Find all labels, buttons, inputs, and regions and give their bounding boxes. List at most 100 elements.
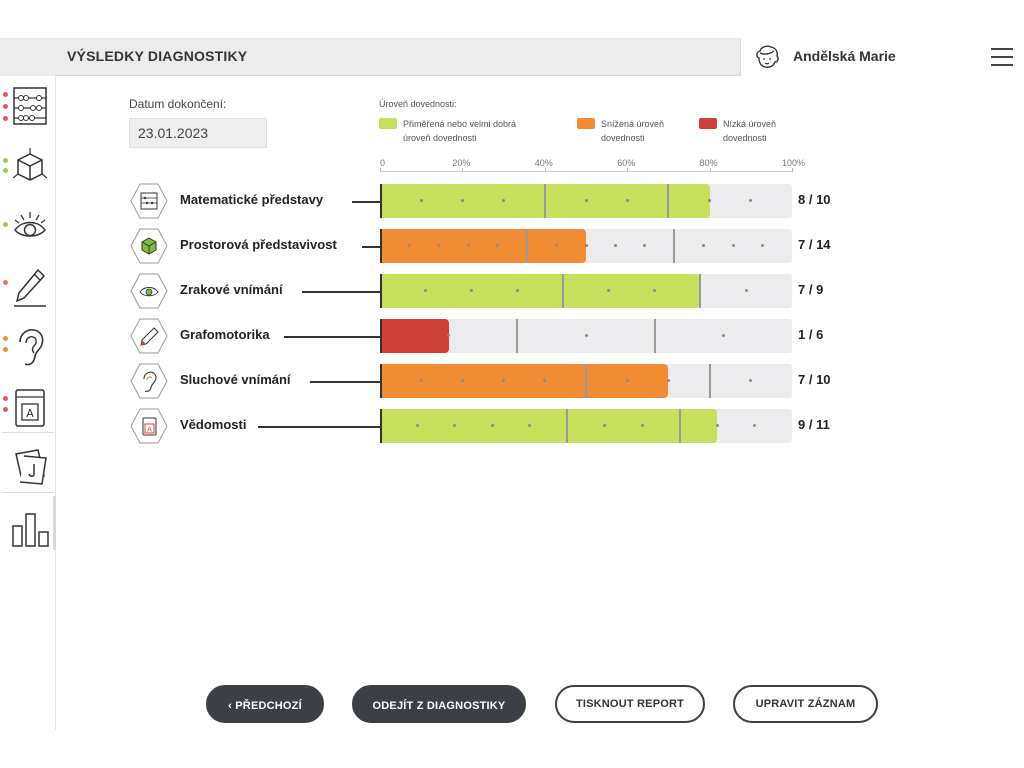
score-bar bbox=[380, 229, 586, 263]
score-track bbox=[380, 319, 792, 353]
question-dot bbox=[424, 289, 428, 292]
sidebar-divider bbox=[2, 492, 54, 493]
status-dot bbox=[3, 407, 8, 412]
status-dot bbox=[3, 396, 8, 401]
question-dot bbox=[407, 244, 411, 247]
x-tick-mark bbox=[792, 168, 793, 172]
status-dot bbox=[3, 222, 8, 227]
book-icon: A bbox=[130, 408, 168, 444]
page-title: VÝSLEDKY DIAGNOSTIKY bbox=[67, 48, 248, 64]
question-dot bbox=[607, 289, 611, 292]
status-dot bbox=[3, 158, 8, 163]
threshold-line bbox=[566, 409, 569, 443]
score-track bbox=[380, 184, 792, 218]
threshold-line bbox=[543, 184, 546, 218]
x-tick-label: 60% bbox=[617, 158, 636, 168]
sidebar-item-visual[interactable] bbox=[0, 200, 56, 252]
sidebar-scrollbar[interactable] bbox=[53, 496, 56, 550]
print-report-button[interactable]: TISKNOUT REPORT bbox=[555, 685, 705, 723]
question-dot bbox=[721, 334, 725, 337]
book-icon: A bbox=[15, 389, 45, 427]
x-tick-mark bbox=[627, 168, 629, 172]
question-dot bbox=[749, 379, 753, 382]
leader-line bbox=[310, 381, 380, 383]
question-dot bbox=[543, 379, 547, 382]
score-track bbox=[380, 409, 792, 443]
question-dot bbox=[666, 379, 670, 382]
skill-row[interactable]: Zrakové vnímání 7 / 9 bbox=[130, 272, 850, 310]
pencil-icon bbox=[130, 318, 168, 354]
threshold-line bbox=[516, 319, 519, 353]
score-track bbox=[380, 364, 792, 398]
ear-icon bbox=[19, 329, 44, 366]
status-dot bbox=[3, 92, 8, 97]
skill-row[interactable]: Grafomotorika 1 / 6 bbox=[130, 317, 850, 355]
sidebar-item-results[interactable] bbox=[0, 500, 56, 552]
threshold-line bbox=[585, 364, 587, 398]
threshold-line bbox=[673, 229, 676, 263]
question-dot bbox=[502, 379, 506, 382]
sidebar-item-graphomotor[interactable] bbox=[0, 260, 56, 312]
score-bar bbox=[380, 409, 717, 443]
threshold-line bbox=[526, 229, 529, 263]
skill-label: Sluchové vnímání bbox=[180, 372, 291, 387]
skill-row[interactable]: A Vědomosti 9 / 11 bbox=[130, 407, 850, 445]
bar-chart-icon bbox=[12, 513, 49, 547]
score-value: 7 / 14 bbox=[798, 237, 831, 252]
score-value: 7 / 9 bbox=[798, 282, 824, 297]
score-value: 8 / 10 bbox=[798, 192, 831, 207]
zero-line bbox=[380, 409, 382, 443]
question-dot bbox=[460, 199, 464, 202]
status-dot bbox=[3, 280, 8, 285]
question-dot bbox=[744, 289, 748, 292]
completion-date-field[interactable]: 23.01.2023 bbox=[129, 118, 267, 148]
sidebar: A bbox=[0, 76, 56, 730]
question-dot bbox=[466, 244, 470, 247]
cube-icon bbox=[12, 148, 48, 181]
question-dot bbox=[419, 379, 423, 382]
x-tick-mark bbox=[544, 168, 546, 172]
sidebar-item-auditory[interactable] bbox=[0, 320, 56, 372]
sidebar-item-math[interactable] bbox=[0, 80, 56, 132]
top-band bbox=[0, 0, 1024, 38]
x-tick-mark bbox=[462, 168, 464, 172]
skill-row[interactable]: Matematické představy 8 / 10 bbox=[130, 182, 850, 220]
sidebar-item-spatial[interactable] bbox=[0, 140, 56, 192]
eye-icon bbox=[14, 212, 46, 237]
threshold-line bbox=[699, 274, 702, 308]
x-tick-label: 0 bbox=[380, 158, 386, 168]
hamburger-menu-icon[interactable] bbox=[991, 47, 1013, 67]
notes-icon bbox=[15, 449, 47, 485]
previous-button[interactable]: ‹ PŘEDCHOZÍ bbox=[206, 685, 324, 723]
eye-icon bbox=[130, 273, 168, 309]
date-label: Datum dokončení: bbox=[129, 97, 227, 111]
user-box[interactable]: Andělská Marie bbox=[740, 38, 1024, 76]
question-dot bbox=[731, 244, 735, 247]
skill-label: Matematické představy bbox=[180, 192, 324, 207]
skill-row[interactable]: Sluchové vnímání 7 / 10 bbox=[130, 362, 850, 400]
bottom-band bbox=[0, 730, 1024, 768]
ear-icon bbox=[130, 363, 168, 399]
legend-swatch bbox=[379, 118, 397, 129]
status-dot bbox=[3, 168, 8, 173]
legend-label: Nízká úroveň dovednosti bbox=[723, 119, 777, 143]
x-tick-label: 80% bbox=[699, 158, 718, 168]
score-value: 7 / 10 bbox=[798, 372, 831, 387]
zero-line bbox=[380, 364, 382, 398]
exit-diagnostics-button[interactable]: ODEJÍT Z DIAGNOSTIKY bbox=[352, 685, 526, 723]
question-dot bbox=[470, 289, 474, 292]
sidebar-item-knowledge[interactable]: A bbox=[0, 380, 56, 432]
question-dot bbox=[708, 199, 712, 202]
question-dot bbox=[584, 334, 588, 337]
x-tick-label: 20% bbox=[452, 158, 471, 168]
header-bar: VÝSLEDKY DIAGNOSTIKY Andělská Marie bbox=[0, 38, 1024, 76]
question-dot bbox=[643, 244, 647, 247]
edit-record-button[interactable]: UPRAVIT ZÁZNAM bbox=[733, 685, 878, 723]
sidebar-item-notes[interactable] bbox=[0, 438, 56, 490]
abacus-icon bbox=[130, 183, 168, 219]
question-dot bbox=[625, 199, 629, 202]
legend-title: Úroveň dovednosti: bbox=[379, 99, 457, 109]
skill-row[interactable]: Prostorová představivost 7 / 14 bbox=[130, 227, 850, 265]
x-tick-label: 40% bbox=[534, 158, 553, 168]
question-dot bbox=[447, 334, 451, 337]
